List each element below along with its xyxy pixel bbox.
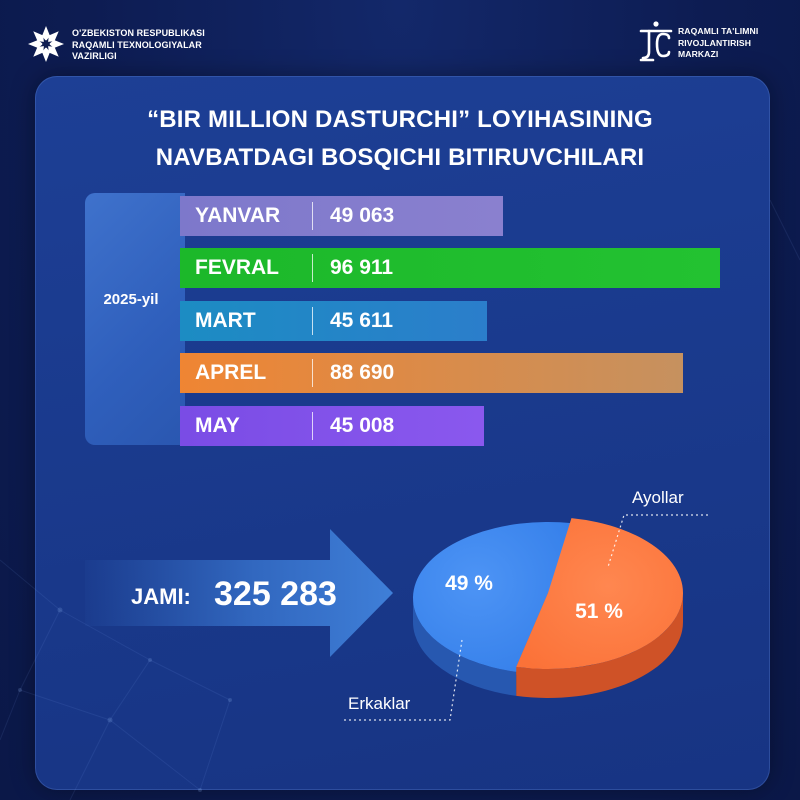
- infographic-page: O'ZBEKISTON RESPUBLIKASI RAQAMLI TEXNOLO…: [0, 0, 800, 800]
- legend-erkaklar: Erkaklar: [348, 694, 410, 714]
- pie-label-erkaklar: 49 %: [445, 572, 493, 596]
- total-label: JAMI:: [131, 583, 191, 611]
- pie-label-ayollar: 51 %: [575, 600, 623, 624]
- total-value: 325 283: [214, 574, 337, 614]
- legend-ayollar: Ayollar: [632, 488, 684, 508]
- lower-graphics: [0, 0, 800, 800]
